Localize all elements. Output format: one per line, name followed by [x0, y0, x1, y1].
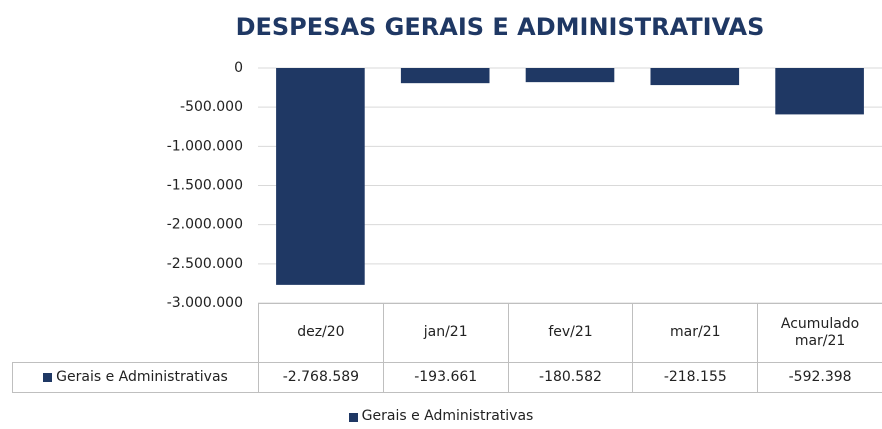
- legend-swatch: [43, 373, 53, 382]
- category-header-text: fev/21: [548, 324, 593, 341]
- table-series-name: Gerais e Administrativas: [12, 362, 259, 393]
- category-header-text: dez/20: [297, 324, 345, 341]
- legend-swatch: [348, 412, 358, 422]
- category-header: fev/21: [507, 303, 634, 363]
- value-label-text: -2.768.589: [282, 368, 360, 385]
- chart-title: DESPESAS GERAIS E ADMINISTRATIVAS: [236, 13, 765, 41]
- y-tick-label: -2.000.000: [167, 217, 243, 233]
- category-header-text: mar/21: [670, 324, 721, 341]
- y-tick-label: -3.000.000: [167, 295, 243, 311]
- table-series-name-text: Gerais e Administrativas: [56, 368, 228, 385]
- value-label: -592.398: [757, 362, 882, 393]
- category-header: Acumulado mar/21: [757, 303, 882, 363]
- y-tick-label: 0: [234, 60, 243, 76]
- value-label: -218.155: [632, 362, 759, 393]
- y-tick-label: -1.500.000: [167, 178, 243, 194]
- bar: [775, 68, 864, 115]
- y-tick-label: -500.000: [180, 99, 243, 115]
- bar: [525, 68, 615, 83]
- legend-entry-text: Gerais e Administrativas: [361, 408, 534, 425]
- category-header: dez/20: [258, 303, 384, 363]
- category-header: jan/21: [382, 303, 509, 363]
- bar: [276, 68, 365, 285]
- bar: [400, 68, 490, 84]
- bar: [650, 68, 740, 86]
- value-label: -2.768.589: [258, 362, 384, 393]
- legend-entry: Gerais e Administrativas: [241, 405, 641, 429]
- value-label-text: -193.661: [414, 368, 478, 385]
- category-header-text: jan/21: [423, 324, 468, 341]
- value-label: -193.661: [382, 362, 509, 393]
- category-header: mar/21: [632, 303, 759, 363]
- category-header-text: Acumulado mar/21: [780, 315, 860, 350]
- y-tick-label: -1.000.000: [167, 138, 243, 154]
- value-label-text: -218.155: [663, 368, 727, 385]
- value-label-text: -592.398: [788, 368, 852, 385]
- value-label: -180.582: [507, 362, 634, 393]
- value-label-text: -180.582: [539, 368, 602, 385]
- y-tick-label: -2.500.000: [167, 256, 243, 272]
